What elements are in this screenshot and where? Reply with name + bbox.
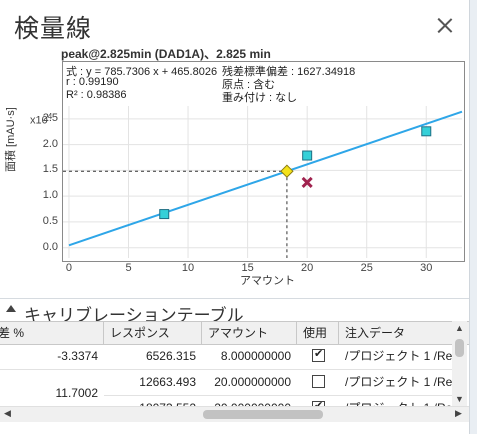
x-tick-label: 5 (125, 262, 132, 274)
r-text: r : 0.99190 (66, 76, 119, 88)
column-response[interactable]: レスポンス (104, 322, 202, 344)
merged-dev: 11.7002 (55, 386, 99, 400)
x-tick-label: 25 (360, 262, 373, 274)
y-tick-label: 1.5 (42, 163, 58, 176)
panel-border (469, 0, 477, 434)
horizontal-scrollbar[interactable]: ◀ ▶ (0, 406, 469, 422)
row1-response: 6526.315 (145, 349, 196, 363)
row3-amount: 20.000000000 (202, 395, 297, 410)
formula-text: 式 : y = 785.7306 x + 465.8026 (66, 66, 218, 78)
peak-label: peak@2.825min (DAD1A)、2.825 min (61, 47, 271, 61)
excluded-point-3 (301, 176, 313, 189)
x-axis-title: アマウント (240, 275, 295, 287)
y-tick-label: 0.5 (42, 214, 58, 227)
scroll-down-icon[interactable]: ▼ (455, 394, 464, 404)
row-divider (104, 369, 454, 370)
y-multiplier: x104 (30, 112, 53, 127)
scroll-up-icon[interactable]: ▲ (455, 323, 464, 333)
x-tick-label: 20 (301, 262, 314, 274)
row-divider (104, 395, 454, 396)
row1-dev: -3.3374 (57, 349, 98, 363)
x-tick-label: 15 (241, 262, 254, 274)
calibration-table-title: キャリブレーションテーブル (24, 306, 244, 325)
row3-response: 18073.552 (104, 395, 202, 410)
y-tick-label: 2.0 (42, 137, 58, 150)
row2-amount: 20.000000000 (214, 375, 291, 389)
fit-line (68, 110, 463, 247)
data-point-0 (159, 209, 170, 220)
column-used[interactable]: 使用 (297, 322, 339, 344)
current-point-diamond (280, 164, 294, 178)
column-dev[interactable]: 差 % (0, 322, 104, 344)
row1-amount: 8.000000000 (220, 349, 291, 363)
row2-response: 12663.493 (139, 375, 196, 389)
vertical-scroll-thumb[interactable] (455, 339, 464, 357)
r2-text: R² : 0.98386 (66, 89, 127, 101)
window-title: 検量線 (14, 15, 93, 43)
calibration-table: 差 % レスポンス アマウント 使用 注入データ -3.3374 6526.31… (0, 321, 469, 410)
origin-text: 原点 : 含む (222, 79, 276, 91)
scroll-left-icon[interactable]: ◀ (4, 408, 11, 418)
x-tick-label: 0 (65, 262, 73, 274)
row3-injection[interactable]: /プロジェクト 1 /Result (339, 395, 454, 410)
table-header-row: 差 % レスポンス アマウント 使用 注入データ (0, 321, 469, 345)
row2-injection[interactable]: /プロジェクト 1 /Result (345, 375, 454, 389)
collapse-triangle-icon[interactable] (6, 305, 16, 312)
calibration-table-header[interactable]: キャリブレーションテーブル (0, 298, 469, 325)
row3-used-checkbox[interactable] (312, 399, 325, 410)
row-divider (0, 369, 104, 370)
x-tick-label: 10 (181, 262, 195, 274)
residual-std-text: 残差標準偏差 : 1627.34918 (222, 66, 356, 78)
row2-used-checkbox[interactable] (312, 375, 325, 388)
column-injection[interactable]: 注入データ (345, 326, 406, 340)
column-amount[interactable]: アマウント (202, 322, 297, 344)
y-tick-label: 1.0 (42, 189, 58, 202)
calibration-plot (63, 106, 463, 258)
chart-frame (62, 61, 465, 262)
x-tick-label: 30 (420, 262, 433, 274)
weighting-text: 重み付け : なし (222, 92, 298, 104)
data-point-2 (421, 126, 432, 137)
vertical-scrollbar[interactable]: ▲ ▼ (452, 321, 467, 407)
y-tick-label: 0.0 (42, 240, 58, 253)
horizontal-scroll-thumb[interactable] (203, 410, 323, 419)
row1-used-checkbox[interactable] (312, 347, 325, 362)
y-tick-label: 2.5 (42, 111, 58, 124)
row1-injection[interactable]: /プロジェクト 1 /Result (345, 349, 454, 363)
data-point-1 (302, 150, 313, 161)
regression-stats: 式 : y = 785.7306 x + 465.8026 r : 0.9919… (62, 61, 463, 106)
scroll-right-icon[interactable]: ▶ (455, 408, 462, 418)
